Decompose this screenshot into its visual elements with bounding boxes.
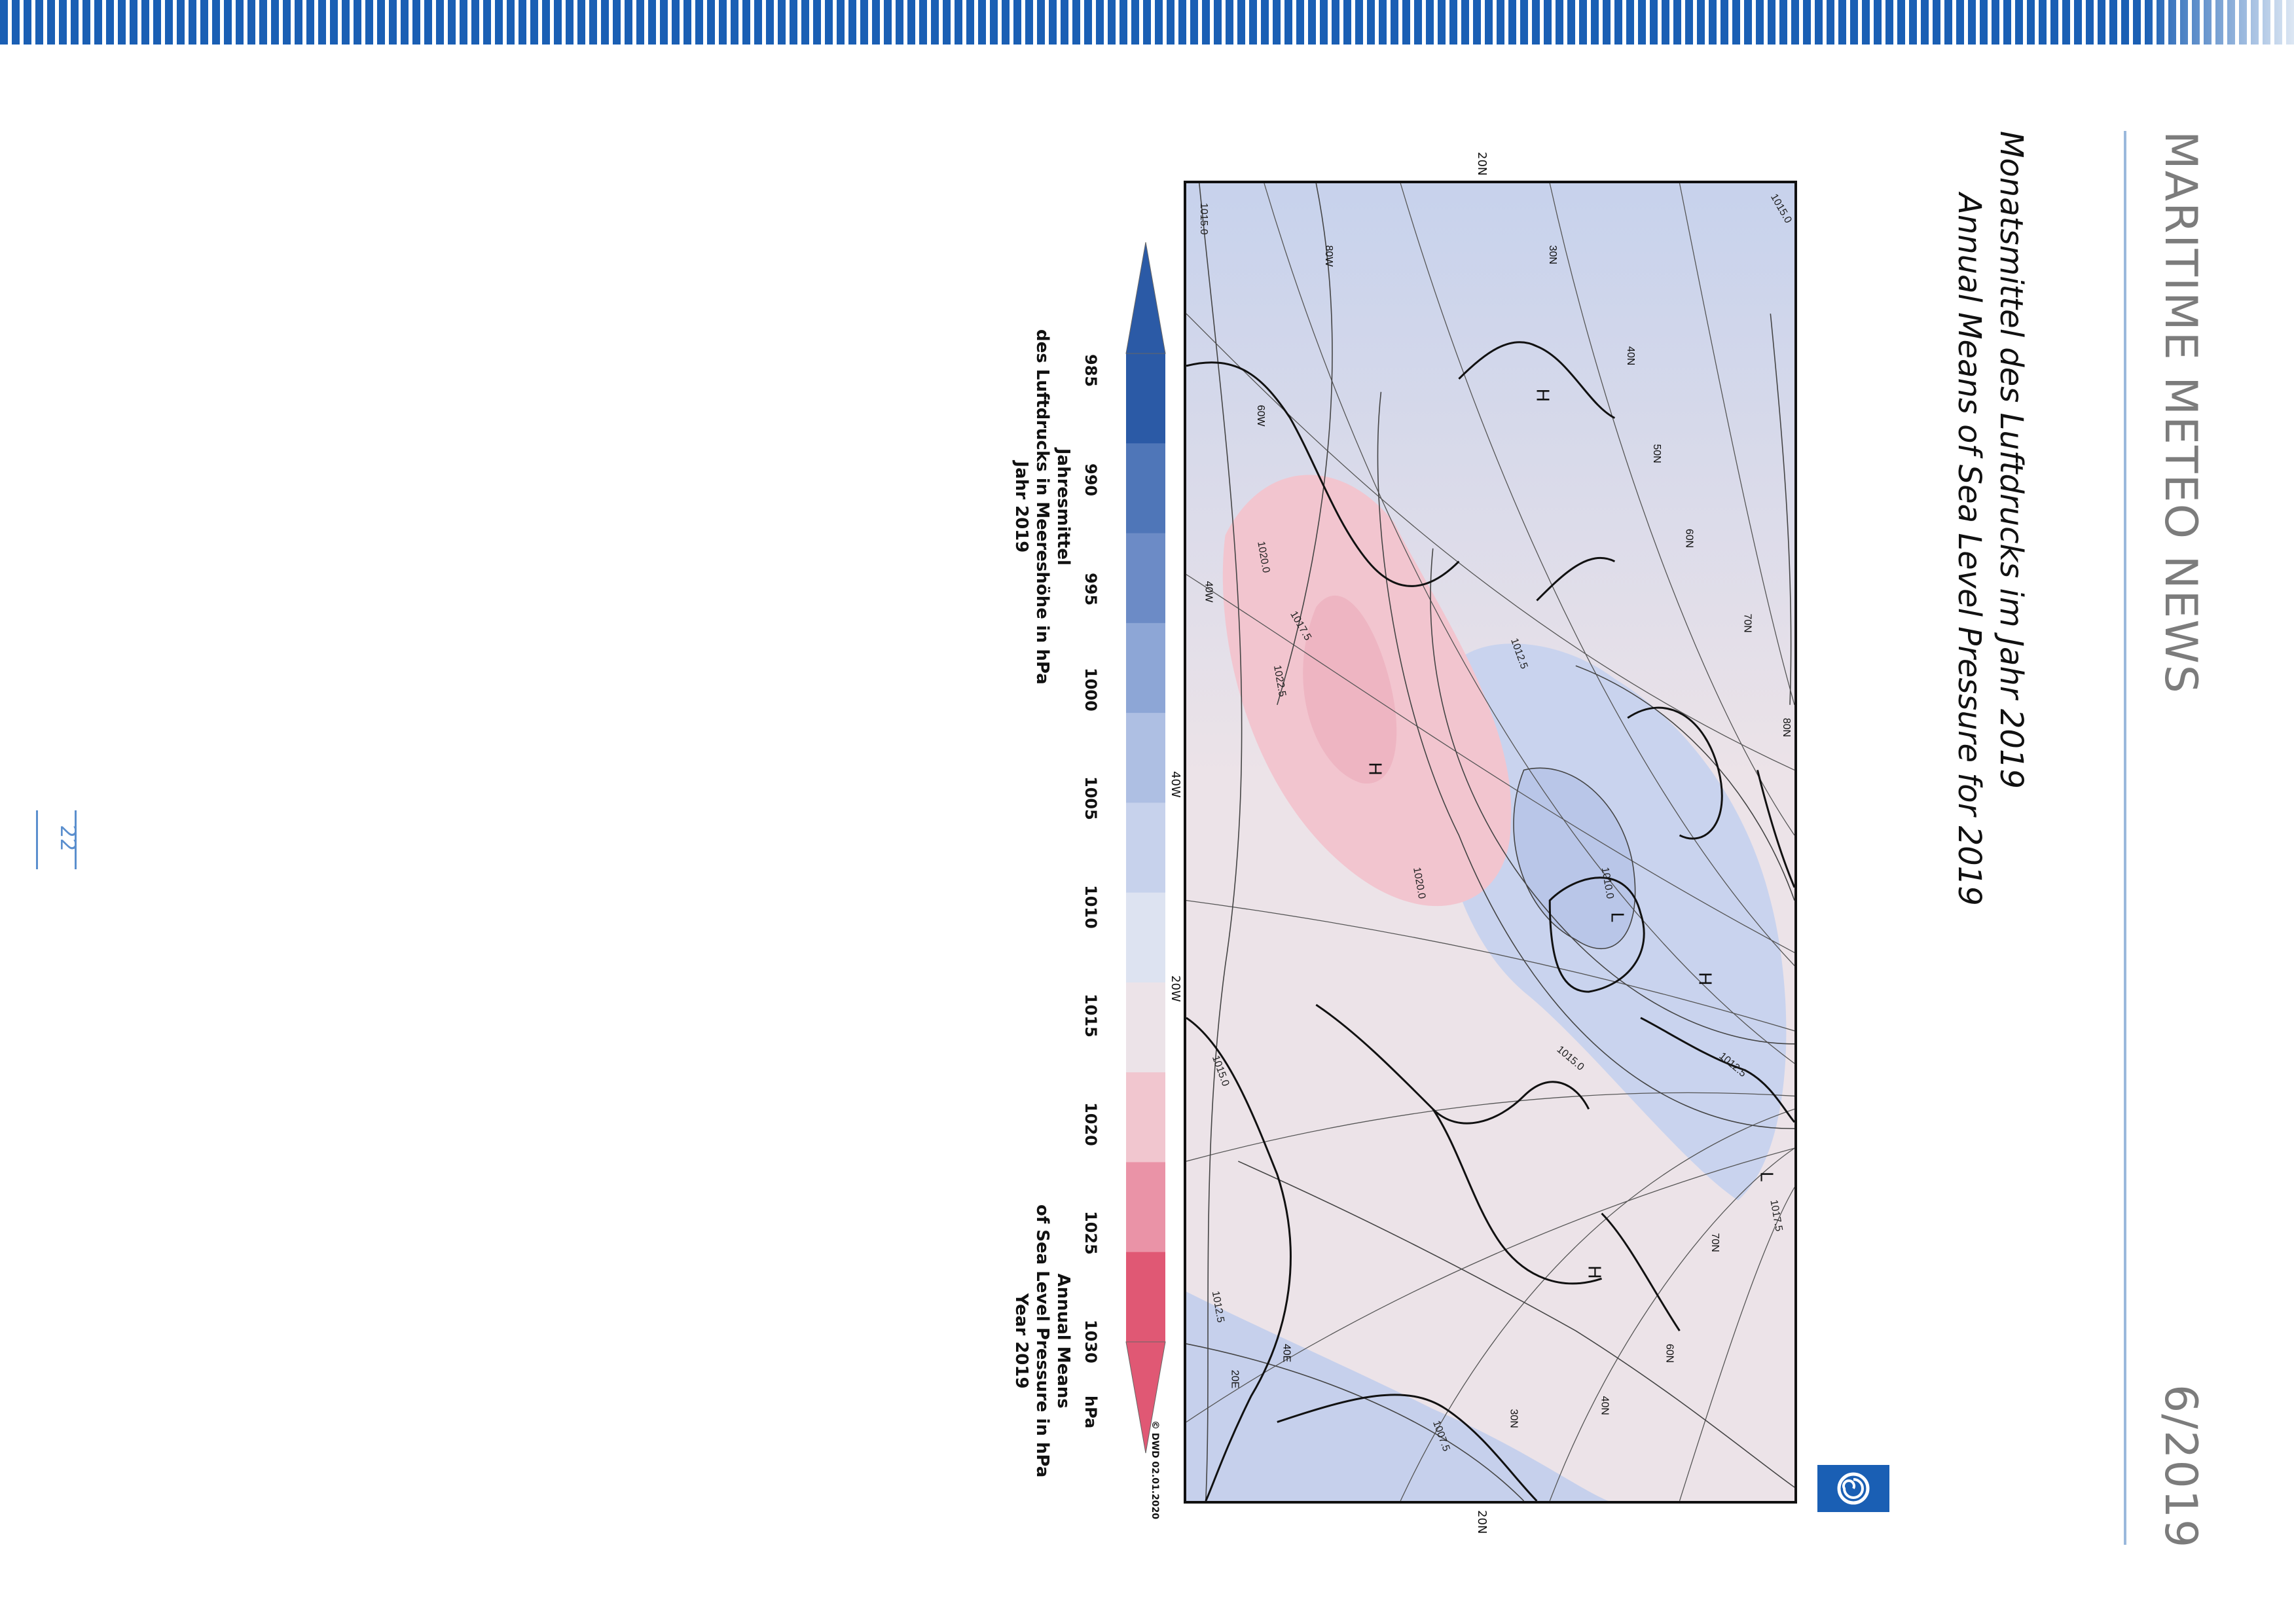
graticule-label: 40N	[1599, 1396, 1611, 1415]
graticule-label: 30N	[1547, 245, 1558, 264]
isobar-label: 1015.0	[1198, 203, 1209, 235]
colorbar-segment	[1126, 713, 1165, 803]
graticule-label-top: 20N	[1475, 152, 1489, 176]
copyright-notice: © DWD 02.01.2020	[1150, 1420, 1160, 1519]
colorbar-segment	[1126, 892, 1165, 983]
colorbar-segment	[1126, 443, 1165, 534]
legend-de-line: des Luftdrucks in Meereshöhe in hPa	[1032, 329, 1052, 685]
pressure-center-label: L	[1757, 1172, 1777, 1182]
legend-de: Jahresmittel des Luftdrucks in Meereshöh…	[1011, 329, 1074, 685]
graticule-label: 40N	[1625, 346, 1636, 365]
colorbar-tick: 1025	[1082, 1211, 1100, 1255]
dwd-logo	[1817, 1465, 1889, 1512]
graticule-label: 30N	[1508, 1409, 1520, 1428]
legend-en: Annual Means of Sea Level Pressure in hP…	[1011, 1204, 1074, 1477]
graticule-label-bottom: 20N	[1475, 1510, 1489, 1534]
colorbar-tick: 985	[1082, 354, 1100, 388]
legend-de-line: Jahr 2019	[1011, 461, 1031, 553]
colorbar-tick: 1010	[1082, 885, 1100, 929]
page-number-box: 22	[36, 810, 81, 869]
header-stripe-fade	[2143, 0, 2294, 45]
graticule-label: 60N	[1683, 529, 1694, 548]
graticule-label: 40W	[1203, 581, 1214, 603]
map-title-de: Monatsmittel des Luftdrucks im Jahr 2019	[1993, 131, 2030, 789]
colorbar-segment	[1126, 1072, 1165, 1163]
isobars	[1186, 183, 1794, 1501]
graticule-label: 20E	[1229, 1370, 1240, 1388]
graticule-labels: 30N 40N 50N 60N 70N 80N 80W 60W 40W 20E …	[1203, 245, 1792, 1428]
graticule-label: 80W	[1323, 245, 1334, 267]
graticule-label: 70N	[1709, 1233, 1720, 1252]
graticule-label: 70N	[1742, 613, 1753, 632]
legend-de-line: Jahresmittel	[1053, 448, 1073, 566]
colorbar-segment	[1126, 533, 1165, 624]
graticule-label: 80N	[1781, 718, 1792, 737]
pressure-map: H H H H L L 1015.0 1017.5 1020.0 1022.5 …	[1184, 181, 1797, 1504]
colorbar-tick: 1005	[1082, 776, 1100, 820]
legend-en-line: Year 2019	[1011, 1293, 1031, 1389]
colorbar-high-arrow	[1125, 1341, 1166, 1453]
colorbar-segment	[1126, 353, 1165, 444]
pressure-center-markers: H H H H L L	[1366, 389, 1777, 1279]
graticule	[1186, 183, 1794, 1501]
pressure-center-label: H	[1695, 972, 1715, 985]
coastlines	[1186, 341, 1794, 1501]
colorbar-segment	[1126, 803, 1165, 893]
colorbar-tick: 1030	[1082, 1320, 1100, 1363]
colorbar-unit: hPa	[1082, 1396, 1100, 1429]
map-title-en: Annual Means of Sea Level Pressure for 2…	[1951, 193, 1988, 906]
header-stripe-bar	[0, 0, 2294, 45]
graticule-label: 60W	[1255, 405, 1266, 427]
low-pressure-core	[1514, 768, 1635, 949]
issue-number: 6/2019	[2155, 1384, 2206, 1549]
colorbar-segment	[1126, 1162, 1165, 1253]
colorbar-segment	[1126, 1252, 1165, 1343]
graticule-label: 40E	[1281, 1344, 1292, 1362]
colorbar-tick: 1000	[1082, 668, 1100, 712]
colorbar-segment	[1126, 623, 1165, 713]
colorbar-segment	[1126, 982, 1165, 1073]
colorbar-tick: 995	[1082, 573, 1100, 606]
azores-high-core	[1303, 595, 1397, 784]
graticule-label: 60N	[1664, 1344, 1675, 1363]
legend-en-line: Annual Means	[1053, 1273, 1073, 1409]
colorbar-tick: 1020	[1082, 1102, 1100, 1146]
header-divider	[2124, 131, 2126, 1545]
magazine-title: MARITIME METEO NEWS	[2155, 131, 2206, 695]
colorbar-tick: 1015	[1082, 994, 1100, 1038]
low-pressure-south	[1186, 1291, 1609, 1501]
colorbar-tick: 990	[1082, 463, 1100, 497]
colorbar-low-arrow	[1125, 242, 1166, 354]
pressure-colorbar	[1125, 242, 1166, 1453]
graticule-label: 50N	[1651, 444, 1662, 463]
pressure-center-label: H	[1366, 762, 1386, 775]
page-number: 22	[56, 825, 81, 852]
pressure-center-label: H	[1533, 389, 1553, 402]
legend-en-line: of Sea Level Pressure in hPa	[1032, 1204, 1052, 1478]
pressure-center-label: H	[1585, 1265, 1605, 1278]
pressure-center-label: L	[1607, 912, 1628, 923]
